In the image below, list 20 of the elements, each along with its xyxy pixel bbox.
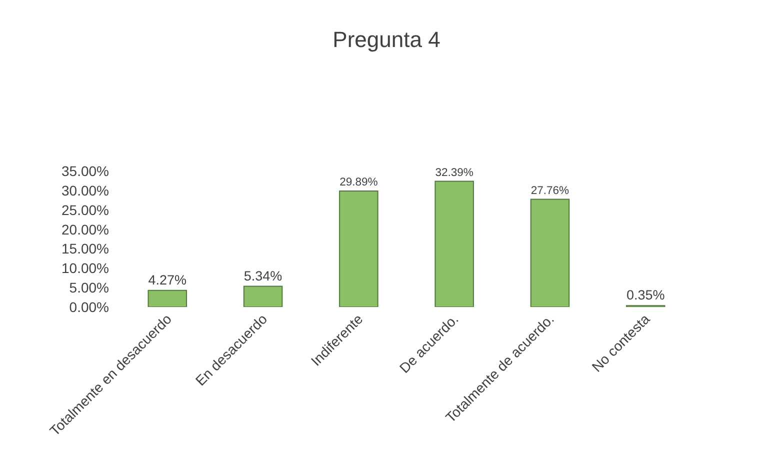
data-label: 0.35% — [626, 288, 665, 303]
data-label: 5.34% — [244, 268, 282, 284]
bar — [530, 198, 570, 307]
y-tick-label: 5.00% — [69, 279, 109, 296]
y-tick-label: 10.00% — [62, 260, 109, 276]
data-label: 29.89% — [340, 176, 378, 189]
data-label: 4.27% — [148, 272, 187, 288]
bar — [339, 190, 378, 307]
y-tick-label: 25.00% — [62, 202, 109, 218]
y-tick-label: 30.00% — [62, 182, 109, 198]
chart-title: Pregunta 4 — [332, 26, 440, 52]
bar — [434, 180, 474, 307]
bar — [243, 286, 283, 307]
data-label: 32.39% — [435, 166, 474, 179]
bar — [148, 290, 188, 307]
y-tick-label: 0.00% — [69, 298, 109, 315]
y-tick-label: 15.00% — [62, 240, 109, 257]
y-tick-label: 35.00% — [62, 163, 109, 180]
y-tick-label: 20.00% — [62, 221, 109, 238]
data-label: 27.76% — [530, 184, 570, 197]
